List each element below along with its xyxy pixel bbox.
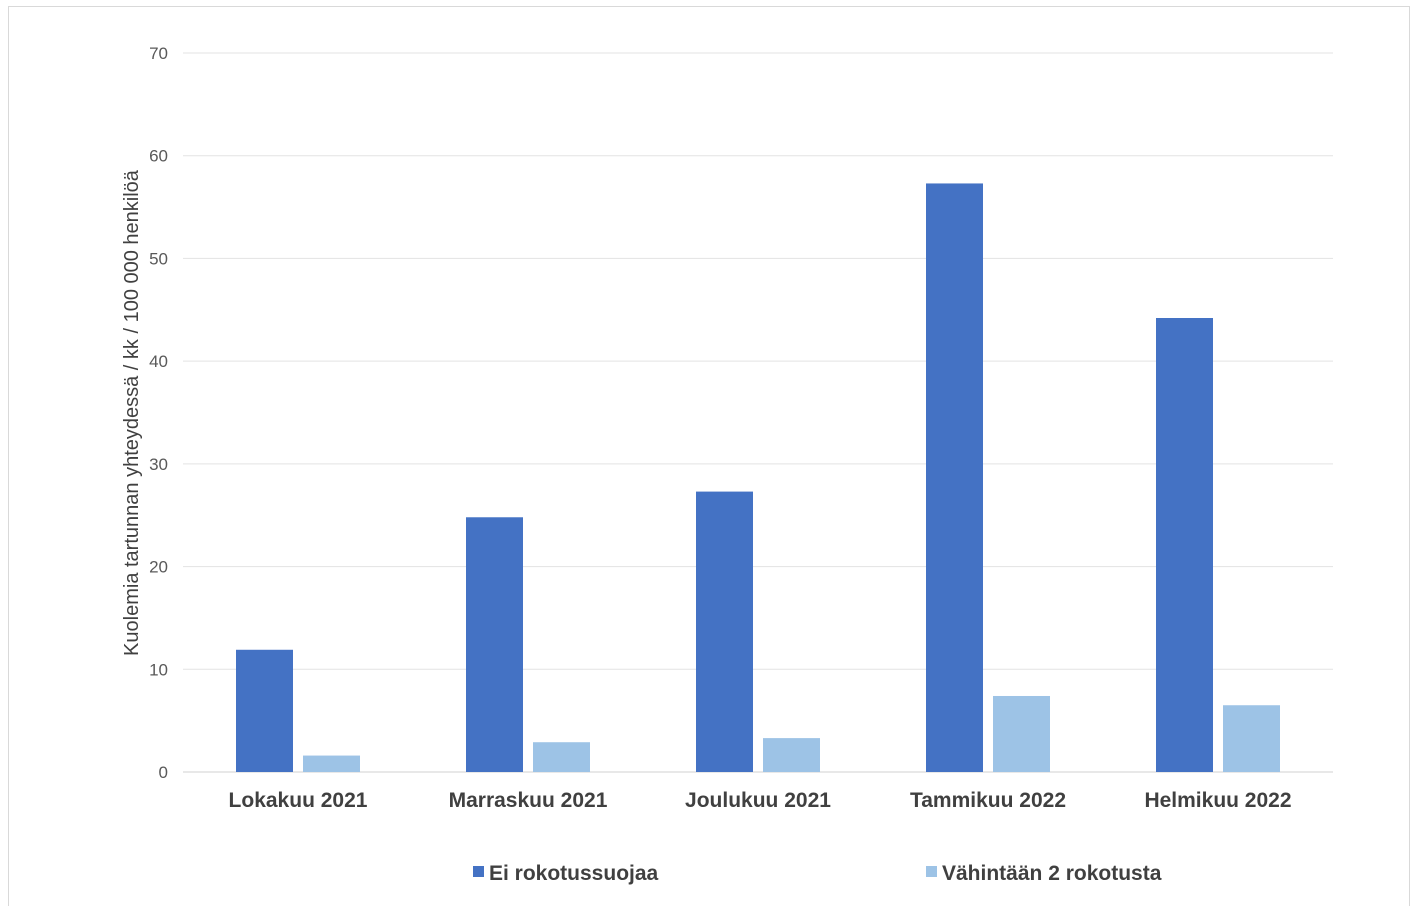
- category-label: Tammikuu 2022: [910, 789, 1066, 812]
- y-tick-label: 50: [149, 249, 168, 268]
- bar-vahintaan-2-rokotusta: [303, 755, 360, 772]
- category-label: Lokakuu 2021: [229, 789, 368, 812]
- bar-vahintaan-2-rokotusta: [993, 695, 1050, 772]
- bar-ei-rokotussuojaa: [466, 517, 523, 772]
- y-tick-label: 60: [149, 147, 168, 166]
- legend-label: Vähintään 2 rokotusta: [942, 862, 1162, 885]
- y-tick-labels: 0 10 20 30 40 50 60 70: [149, 44, 168, 782]
- y-axis-label: Kuolemia tartunnan yhteydessä / kk / 100…: [121, 169, 143, 656]
- bar-ei-rokotussuojaa: [236, 649, 293, 772]
- category-labels: Lokakuu 2021 Marraskuu 2021 Joulukuu 2021 T…: [229, 789, 1292, 812]
- gridlines: [183, 52, 1333, 773]
- category-label: Joulukuu 2021: [685, 789, 831, 812]
- bar-vahintaan-2-rokotusta: [763, 738, 820, 772]
- legend-swatch: [473, 866, 484, 877]
- legend-label: Ei rokotussuojaa: [489, 862, 659, 885]
- chart-svg: 0 10 20 30 40 50 60 70 Lokakuu 2021 Marraskuu 20…: [121, 44, 1333, 885]
- chart-frame: [8, 6, 1410, 906]
- y-tick-label: 0: [159, 763, 168, 782]
- bar-vahintaan-2-rokotusta: [1223, 705, 1280, 772]
- y-tick-label: 20: [149, 558, 168, 577]
- y-tick-label: 30: [149, 455, 168, 474]
- category-label: Marraskuu 2021: [449, 789, 608, 812]
- bar-ei-rokotussuojaa: [1156, 318, 1213, 772]
- bar-vahintaan-2-rokotusta: [533, 742, 590, 772]
- y-tick-label: 10: [149, 660, 168, 679]
- legend: Ei rokotussuojaa Vähintään 2 rokotusta: [473, 862, 1162, 885]
- bar-ei-rokotussuojaa: [926, 183, 983, 772]
- bar-ei-rokotussuojaa: [696, 491, 753, 772]
- category-label: Helmikuu 2022: [1144, 789, 1291, 812]
- bars: [236, 183, 1280, 772]
- y-tick-label: 40: [149, 352, 168, 371]
- y-tick-label: 70: [149, 44, 168, 63]
- legend-swatch: [926, 866, 937, 877]
